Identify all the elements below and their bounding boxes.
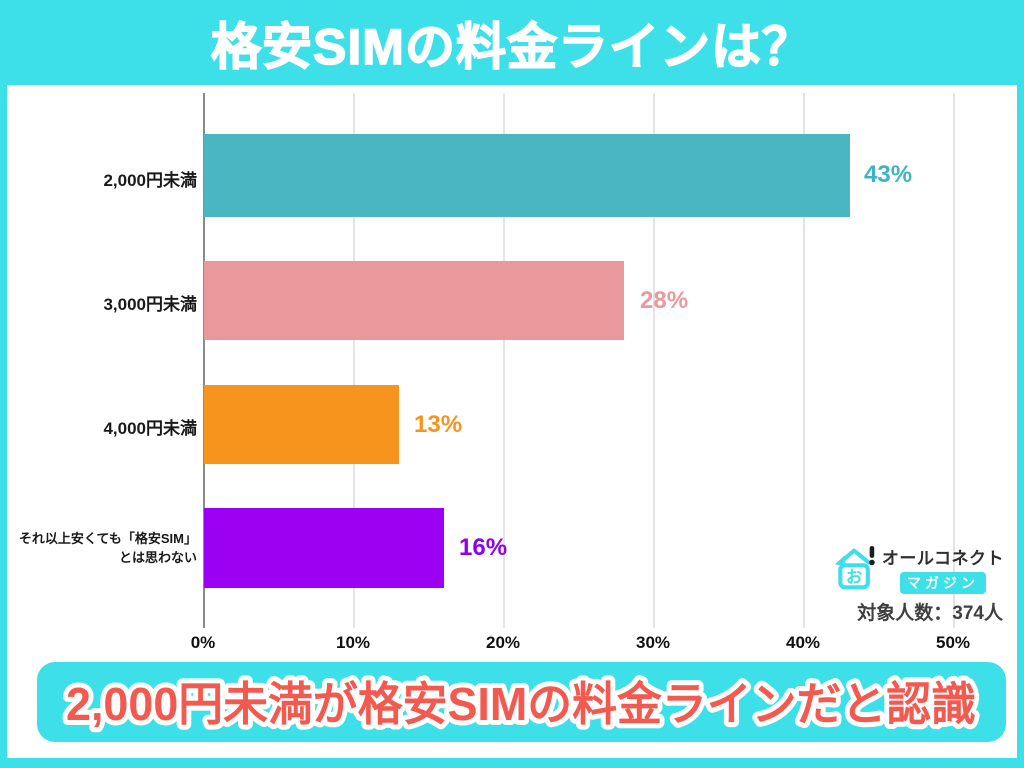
bar-value-label: 16% (459, 534, 508, 561)
house-icon-char: お (846, 568, 863, 587)
gridline-40 (803, 93, 805, 628)
conclusion-headline: 2,000円未満が格安SIMの料金ラインだと認識 (66, 678, 976, 730)
x-tick-30: 30% (635, 633, 671, 652)
sample-size-label: 対象人数：374人 (857, 603, 1003, 624)
gridline-50 (953, 93, 955, 628)
x-tick-10: 10% (335, 633, 371, 652)
allconnect-house-icon: お (834, 546, 875, 590)
x-tick-50: 50% (935, 633, 971, 652)
bar-under3000 (204, 261, 624, 340)
bar-under4000 (204, 385, 399, 464)
category-label-under2000: 2,000円未満 (103, 171, 197, 190)
brand-logo-block: お オールコネクト マガジン (833, 544, 1004, 594)
page-title: 格安SIMの料金ラインは？ (210, 18, 813, 76)
gridline-10 (353, 93, 355, 628)
conclusion-text-svg: 2,000円未満が格安SIMの料金ラインだと認識 (61, 673, 981, 735)
brand-sub-badge: マガジン (899, 572, 986, 594)
exclamation-bar (869, 546, 875, 558)
conclusion-banner: 2,000円未満が格安SIMの料金ラインだと認識 (37, 662, 1006, 742)
bar-not-cheap-sim (204, 508, 444, 588)
brand-sub-label: マガジン (906, 575, 979, 591)
bar-value-label: 13% (414, 411, 463, 438)
bar-value-label: 28% (640, 287, 689, 314)
bar-under2000 (204, 134, 850, 217)
gridline-30 (653, 93, 655, 628)
brand-name: オールコネクト (881, 549, 1004, 568)
gridline-20 (503, 93, 505, 628)
category-label-not-cheap-sim: それ以上安くても「格安SIM」 とは思わない (18, 531, 197, 565)
category-label-under4000: 4,000円未満 (103, 419, 197, 438)
x-tick-0: 0% (190, 633, 216, 652)
header-banner: 格安SIMの料金ラインは？ (0, 0, 1024, 85)
y-axis-line (203, 93, 205, 628)
category-label-under3000: 3,000円未満 (103, 295, 197, 314)
bar-value-label: 43% (864, 161, 913, 188)
exclamation-dot (869, 559, 875, 566)
x-tick-20: 20% (485, 633, 521, 652)
x-tick-40: 40% (785, 633, 821, 652)
